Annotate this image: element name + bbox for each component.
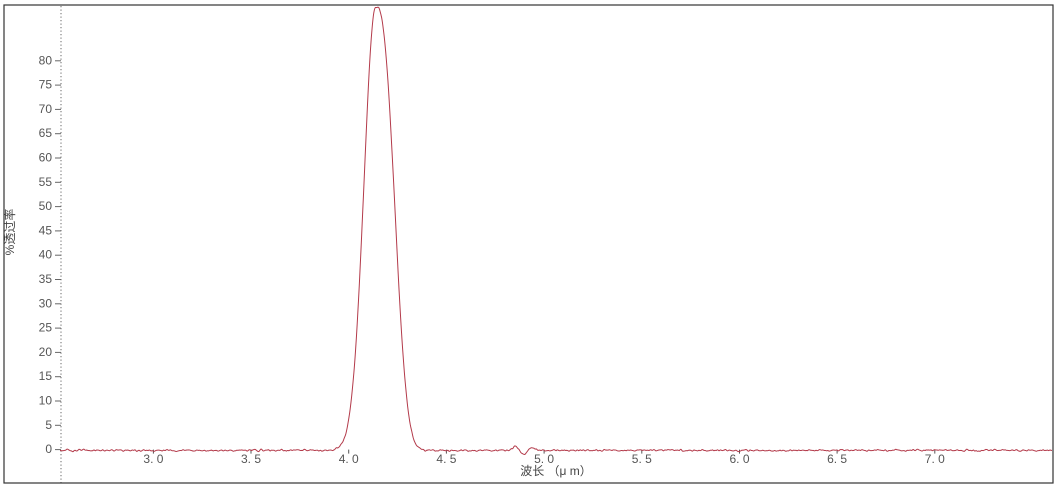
svg-text:45: 45 xyxy=(39,223,53,237)
svg-text:20: 20 xyxy=(39,345,53,359)
svg-text:7. 0: 7. 0 xyxy=(925,452,945,466)
svg-text:70: 70 xyxy=(39,102,53,116)
svg-text:60: 60 xyxy=(39,151,53,165)
svg-text:4. 0: 4. 0 xyxy=(339,452,359,466)
svg-text:30: 30 xyxy=(39,296,53,310)
svg-text:3. 5: 3. 5 xyxy=(241,452,261,466)
svg-text:50: 50 xyxy=(39,199,53,213)
svg-text:6. 5: 6. 5 xyxy=(827,452,847,466)
svg-text:波长 （μ m）: 波长 （μ m） xyxy=(520,464,592,478)
svg-text:40: 40 xyxy=(39,248,53,262)
svg-text:55: 55 xyxy=(39,175,53,189)
svg-text:25: 25 xyxy=(39,321,53,335)
svg-text:10: 10 xyxy=(39,394,53,408)
svg-text:15: 15 xyxy=(39,369,53,383)
svg-text:35: 35 xyxy=(39,272,53,286)
svg-text:3. 0: 3. 0 xyxy=(143,452,163,466)
svg-text:4. 5: 4. 5 xyxy=(436,452,456,466)
svg-text:5: 5 xyxy=(45,418,52,432)
svg-text:6. 0: 6. 0 xyxy=(729,452,749,466)
svg-text:75: 75 xyxy=(39,78,53,92)
svg-text:5. 5: 5. 5 xyxy=(632,452,652,466)
svg-text:65: 65 xyxy=(39,126,53,140)
svg-text:0: 0 xyxy=(45,442,52,456)
svg-text:80: 80 xyxy=(39,53,53,67)
